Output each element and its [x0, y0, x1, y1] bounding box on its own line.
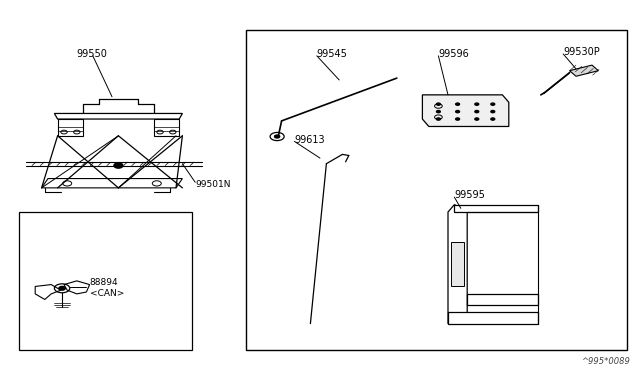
Text: 99501N: 99501N — [195, 180, 230, 189]
Polygon shape — [448, 312, 538, 324]
Text: 99530P: 99530P — [563, 47, 600, 57]
Text: 99596: 99596 — [438, 49, 469, 59]
Polygon shape — [467, 294, 538, 305]
Text: 88894
<CAN>: 88894 <CAN> — [90, 278, 124, 298]
Text: 99595: 99595 — [454, 190, 485, 200]
Text: 99613: 99613 — [294, 135, 325, 144]
Circle shape — [491, 118, 495, 120]
Text: 99545: 99545 — [317, 49, 348, 59]
Polygon shape — [64, 281, 90, 294]
Polygon shape — [154, 119, 179, 136]
Polygon shape — [454, 205, 538, 212]
Circle shape — [456, 103, 460, 105]
Bar — [246, 30, 627, 350]
Polygon shape — [451, 242, 464, 286]
Circle shape — [114, 163, 123, 168]
Circle shape — [436, 118, 440, 120]
Circle shape — [456, 118, 460, 120]
Circle shape — [475, 103, 479, 105]
Bar — [19, 212, 192, 350]
Polygon shape — [58, 119, 83, 136]
Polygon shape — [54, 113, 182, 119]
Circle shape — [491, 103, 495, 105]
Polygon shape — [42, 179, 182, 188]
Circle shape — [275, 135, 280, 138]
Circle shape — [475, 110, 479, 113]
Polygon shape — [570, 65, 598, 76]
Circle shape — [59, 286, 65, 290]
Circle shape — [115, 156, 122, 160]
Polygon shape — [448, 205, 467, 324]
Circle shape — [436, 103, 440, 105]
Circle shape — [491, 110, 495, 113]
Text: 99550: 99550 — [77, 49, 108, 59]
Text: ^995*0089: ^995*0089 — [582, 357, 630, 366]
Circle shape — [475, 118, 479, 120]
Polygon shape — [422, 95, 509, 126]
Circle shape — [436, 110, 440, 113]
Polygon shape — [35, 285, 61, 299]
Circle shape — [456, 110, 460, 113]
